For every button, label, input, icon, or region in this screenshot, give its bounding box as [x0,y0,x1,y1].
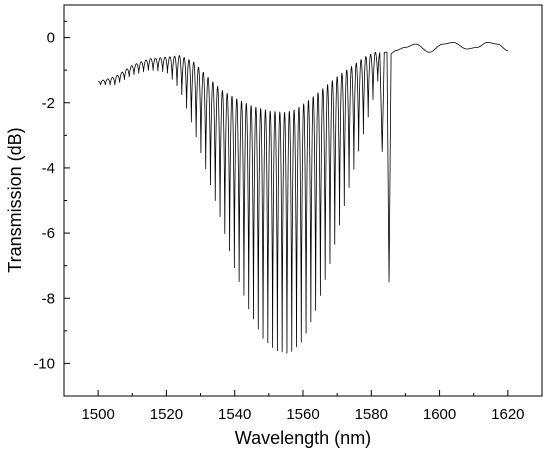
x-tick-label: 1620 [491,406,524,423]
x-tick-label: 1540 [218,406,251,423]
x-tick-label: 1600 [423,406,456,423]
axis-tick-labels: 1500 1520 1540 1560 1580 1600 1620 0 -2 -4 -6 -8 -10 [33,30,524,423]
y-tick-label: -6 [42,225,55,242]
y-tick-label: -4 [42,160,55,177]
x-tick-label: 1560 [286,406,319,423]
plot-frame [63,4,543,397]
y-tick-label: -10 [33,355,55,372]
y-axis-label: Transmission (dB) [5,127,25,272]
y-tick-label: -8 [42,290,55,307]
axis-ticks [63,20,509,396]
y-tick-label: -2 [42,95,55,112]
y-tick-label: 0 [47,30,55,47]
x-tick-label: 1580 [355,406,388,423]
x-tick-label: 1520 [150,406,183,423]
x-axis-label: Wavelength (nm) [235,428,371,448]
x-tick-label: 1500 [81,406,114,423]
transmission-series-line [97,42,508,354]
